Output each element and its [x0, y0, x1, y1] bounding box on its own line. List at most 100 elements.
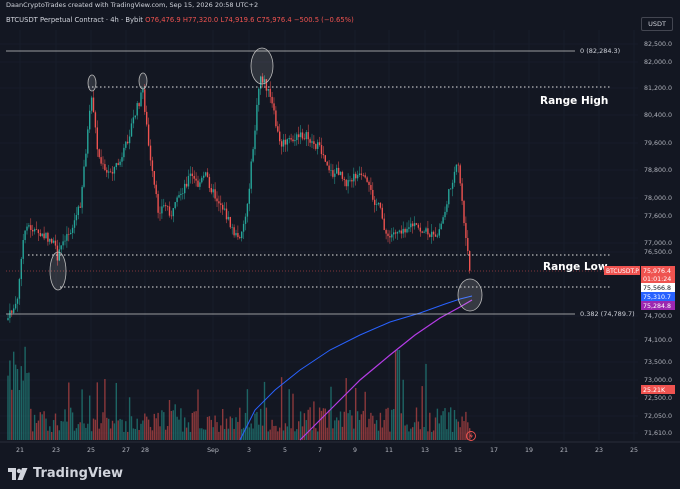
candle-body: [218, 201, 220, 204]
chart-grid: [0, 30, 638, 440]
candle-body: [370, 184, 372, 190]
y-tick-label: 78,000.0: [644, 195, 672, 202]
candle-body: [448, 189, 450, 205]
volume-bar: [421, 386, 423, 440]
volume-bar: [75, 428, 78, 440]
price-tag-2: 75,310.7: [643, 294, 671, 301]
volume-bar: [128, 397, 131, 440]
candle-body: [362, 175, 364, 176]
volume-bar: [269, 429, 271, 440]
candle-body: [127, 141, 129, 144]
candle-body: [330, 170, 332, 171]
candle-body: [168, 206, 171, 216]
volume-bar: [32, 431, 34, 440]
candle-body: [100, 157, 102, 164]
footer: [0, 461, 680, 489]
currency-button[interactable]: USDT: [641, 17, 673, 31]
highlight-ellipse: [87, 74, 97, 92]
volume-bar: [366, 427, 368, 440]
volume-bar: [184, 417, 186, 440]
candle-body: [391, 234, 393, 238]
volume-bar: [41, 414, 43, 440]
volume-bar: [147, 419, 150, 440]
candle-body: [11, 310, 13, 313]
volume-bar: [356, 411, 359, 440]
x-tick-label: 13: [421, 447, 429, 454]
volume-bar: [292, 393, 294, 440]
candle-body: [242, 223, 245, 232]
candle-body: [66, 233, 68, 241]
time-axis: 21 23 25 27 28 Sep 3 5 7 9 11 13 15 17 19 21 23 25: [16, 447, 638, 454]
volume-bar: [212, 427, 214, 440]
x-tick-label: 5: [283, 447, 287, 454]
candle-body: [273, 103, 275, 111]
candle-body: [322, 154, 325, 156]
candle-body: [288, 138, 290, 140]
candle-body: [195, 178, 197, 181]
volume-bar: [130, 416, 133, 440]
volume-bar: [275, 425, 277, 440]
candle-body: [58, 249, 60, 261]
volume-bar: [339, 411, 342, 440]
symbol-tag-bg: [604, 266, 640, 275]
candle-body: [115, 163, 117, 168]
volume-bar: [419, 429, 421, 440]
volume-bar: [296, 429, 298, 440]
volume-bar: [328, 409, 330, 440]
candle-body: [261, 76, 264, 83]
volume-bar: [279, 427, 281, 440]
candle-body: [263, 79, 266, 83]
volume-bar: [299, 411, 302, 440]
volume-bar: [250, 423, 252, 440]
candle-body: [457, 164, 459, 166]
candle-body: [43, 233, 45, 239]
candle-body: [334, 173, 336, 177]
volume-bar: [429, 412, 431, 440]
candle-body: [410, 223, 412, 228]
volume-bar: [326, 427, 328, 440]
volume-bar: [337, 420, 340, 440]
candle-body: [360, 173, 363, 176]
candle-body: [142, 89, 144, 93]
volume-bar: [256, 412, 258, 440]
volume-bar: [92, 418, 95, 440]
candle-body: [328, 165, 330, 171]
tradingview-logo[interactable]: TradingView: [8, 466, 123, 481]
candle-body: [366, 177, 368, 182]
volume-bar: [85, 427, 87, 440]
volume-bar: [45, 418, 47, 440]
moving-average-blue: [239, 295, 473, 441]
volume-bar: [239, 407, 241, 440]
volume-bar: [218, 431, 220, 440]
current-price-tag-bg: [641, 266, 675, 283]
candle-body: [71, 227, 74, 233]
candle-body: [161, 206, 163, 214]
volume-bar: [453, 409, 456, 440]
volume-bar: [398, 350, 401, 440]
volume-bar: [159, 426, 161, 440]
candle-body: [463, 200, 465, 224]
candle-body: [51, 238, 53, 243]
candle-body: [250, 161, 252, 189]
candle-body: [180, 193, 182, 196]
volume-bar: [334, 420, 336, 440]
volume-bar: [444, 408, 446, 440]
volume-bar: [317, 431, 319, 440]
candle-body: [94, 112, 97, 128]
volume-bar: [157, 412, 159, 440]
y-tick-label: 72,050.0: [644, 413, 672, 420]
lightning-icon[interactable]: [466, 431, 476, 441]
volume-bar: [191, 412, 193, 440]
volume-bar: [201, 428, 203, 440]
symbol-name[interactable]: BTCUSDT Perpetual Contract · 4h · Bybit: [6, 16, 143, 24]
volume-bar: [282, 430, 285, 440]
x-tick-label: 28: [141, 447, 149, 454]
range-low-label: Range Low: [543, 261, 608, 273]
candle-body: [385, 230, 387, 234]
candle-body: [244, 216, 247, 224]
volume-bar: [187, 422, 190, 440]
volume-bar: [298, 421, 300, 440]
ohlc-change: −500.5 (−0.65%): [293, 16, 354, 24]
price-tag-bg: [641, 292, 675, 301]
